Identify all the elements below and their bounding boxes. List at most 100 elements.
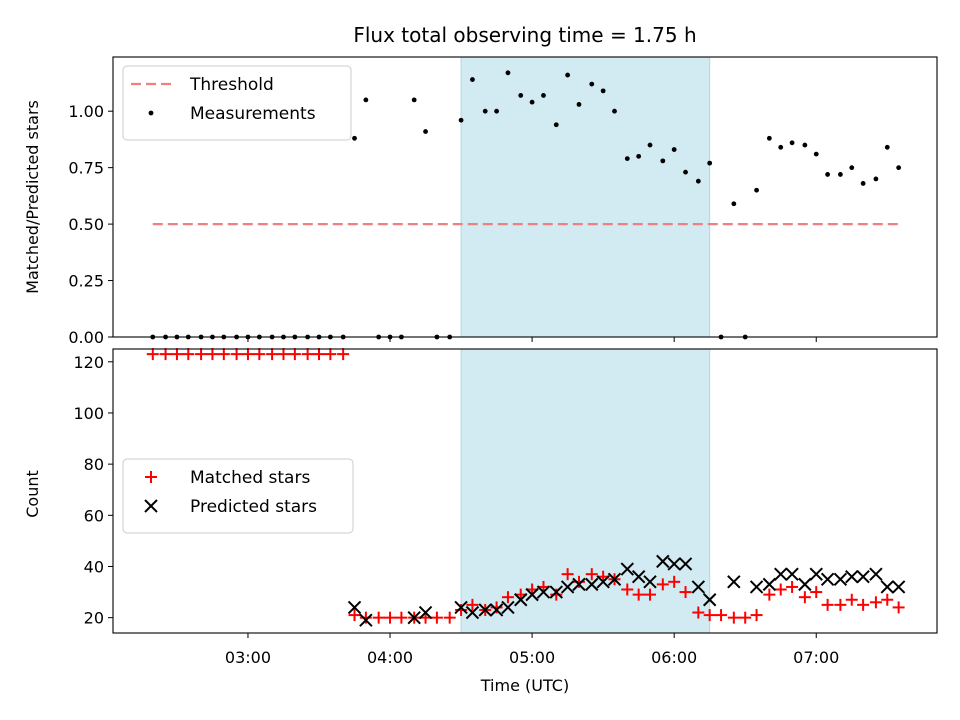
point-predicted-stars [585,577,599,592]
point-matched-stars [774,583,787,596]
x-tick-label: 05:00 [509,648,555,667]
point-predicted-stars [607,572,622,586]
point-predicted-stars [549,585,563,599]
point-matched-stars [348,609,361,622]
point-predicted-stars-b [620,562,634,576]
point-matched-stars [727,611,740,624]
point-predicted-stars [727,575,741,589]
point-matched-stars [668,575,681,588]
legend-swatch-matched-stars [145,471,157,483]
point-matched-stars [313,348,325,361]
point-measurements [683,169,688,175]
point-predicted-stars [418,605,433,620]
point-matched-stars [585,568,598,581]
observing-window-top [460,56,711,338]
point-predicted-stars-b [809,567,823,581]
point-measurements [695,178,701,184]
point-predicted-stars [407,610,421,625]
point-predicted-stars-b [536,585,551,599]
point-matched-stars [739,611,752,624]
point-matched-stars [324,348,337,361]
legend-swatch-predicted-stars-b [144,499,158,513]
point-matched-stars [230,348,243,361]
observing-window-bottom [460,348,711,634]
point-matched-stars [253,348,266,361]
point-predicted-stars [465,605,480,620]
plot-frame-bottom [112,348,938,634]
point-predicted-stars-b [501,600,515,615]
point-matched-stars [241,348,254,361]
y-tick-label-top: 1.00 [68,102,104,121]
y-tick-label-bottom: 40 [84,557,104,576]
point-measurements [612,108,617,114]
point-measurements [636,153,642,159]
legend-swatch-measurements [148,110,154,116]
point-measurements [860,181,866,186]
point-matched-stars [692,606,705,619]
x-tick-label: 03:00 [225,648,271,667]
point-predicted-stars-b [820,572,835,586]
point-predicted-stars-b [607,572,622,586]
point-matched-stars [869,596,882,609]
point-measurements [849,165,855,171]
point-measurements [813,151,819,157]
point-predicted-stars [572,577,586,592]
point-measurements [529,99,535,105]
point-measurements [470,77,475,82]
point-predicted-stars [702,593,717,607]
point-matched-stars [372,611,385,624]
point-matched-stars [443,611,456,624]
point-predicted-stars-b [667,557,681,571]
point-predicted-stars [820,572,835,586]
point-matched-stars [798,591,811,604]
point-matched-stars [656,578,669,591]
y-tick-label-top: 0.00 [68,328,104,347]
point-measurements [671,147,677,152]
point-predicted-stars [856,570,870,584]
point-predicted-stars-b [478,603,492,617]
point-measurements [884,144,890,150]
point-matched-stars [834,598,847,611]
point-matched-stars [572,575,585,588]
x-axis-label: Time (UTC) [480,676,569,695]
point-measurements [423,129,428,134]
plot-frame-top [112,56,938,338]
point-matched-stars [821,598,834,611]
y-tick-label-bottom: 120 [73,353,104,372]
point-matched-stars [455,603,468,616]
point-matched-stars [466,598,479,611]
point-predicted-stars-b [359,613,373,627]
point-matched-stars [206,348,219,361]
point-measurements [411,97,417,103]
point-matched-stars [644,588,657,601]
point-matched-stars [786,580,799,593]
point-predicted-stars [785,567,799,581]
point-predicted-stars [869,567,883,581]
x-tick-label: 06:00 [651,648,697,667]
legend-top [122,65,352,141]
point-measurements [553,122,559,128]
point-matched-stars [288,348,301,361]
point-predicted-stars [525,587,539,602]
point-measurements [518,92,524,98]
point-predicted-stars-b [762,577,777,592]
point-predicted-stars-b [891,580,906,594]
point-matched-stars [430,611,443,624]
point-measurements [541,92,546,98]
y-tick-label-top: 0.50 [68,215,104,234]
point-matched-stars [337,348,350,361]
point-predicted-stars [478,603,492,617]
point-predicted-stars-b [727,575,741,589]
legend-bottom [122,458,354,534]
point-predicted-stars-b [702,593,717,607]
point-predicted-stars-b [549,585,563,599]
point-measurements [482,108,488,114]
point-matched-stars [384,611,397,624]
point-predicted-stars [749,580,764,594]
point-matched-stars [217,348,230,361]
point-predicted-stars [620,562,634,576]
y-axis-label-top: Matched/Predicted stars [23,100,42,294]
chart-title: Flux total observing time = 1.75 h [353,23,696,47]
point-predicted-stars-b [833,572,848,586]
point-matched-stars [621,583,634,596]
